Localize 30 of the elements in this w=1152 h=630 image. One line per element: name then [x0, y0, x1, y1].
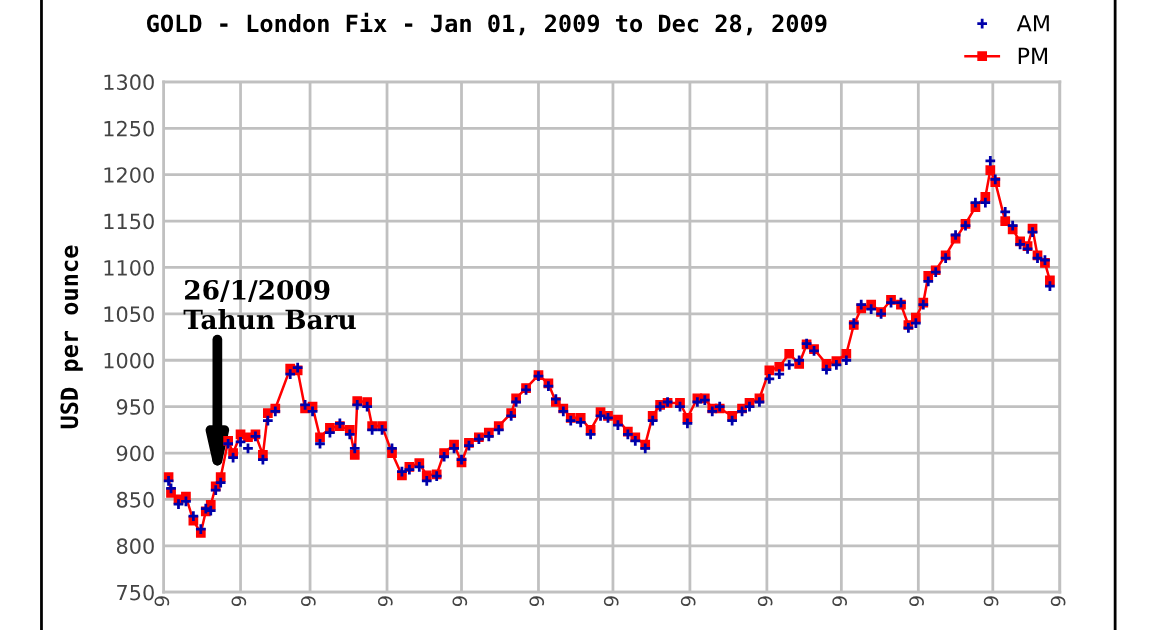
x-tick-label: 9: [452, 596, 468, 607]
x-tick-label: 9: [154, 596, 170, 607]
y-tick-label: 850: [116, 491, 154, 508]
x-tick-label: 9: [377, 596, 393, 607]
y-tick-label: 1050: [104, 306, 154, 323]
y-tick-label: 900: [116, 445, 154, 462]
y-tick-label: 1150: [104, 213, 154, 230]
x-tick-label: 9: [757, 596, 773, 607]
x-tick-label: 9: [529, 596, 545, 607]
x-tick-label: 9: [680, 596, 696, 607]
x-tick-label: 9: [301, 596, 316, 607]
x-tick-label: 9: [909, 596, 924, 607]
legend-label: PM: [1018, 47, 1048, 64]
x-tick-label: 9: [603, 596, 619, 607]
legend-label: AM: [1016, 15, 1049, 32]
y-tick-label: 800: [116, 538, 154, 555]
y-tick-label: 1100: [104, 259, 154, 276]
annotation: 26/1/2009 Tahun Baru: [183, 279, 356, 330]
y-axis-title: USD per ounce: [60, 245, 83, 429]
chart-title: GOLD - London Fix - Jan 01, 2009 to Dec 28, 2009: [147, 12, 827, 36]
x-tick-label: 9: [231, 596, 247, 607]
y-tick-label: 1300: [104, 74, 154, 91]
y-tick-label: 1000: [104, 352, 154, 369]
x-tick-label: 9: [832, 596, 847, 607]
x-tick-label: 9: [1050, 596, 1066, 607]
y-tick-label: 950: [116, 399, 154, 415]
y-tick-label: 1200: [104, 167, 154, 183]
y-tick-label: 750: [117, 584, 154, 601]
x-tick-label: 9: [983, 596, 999, 607]
y-tick-label: 1250: [104, 120, 154, 137]
